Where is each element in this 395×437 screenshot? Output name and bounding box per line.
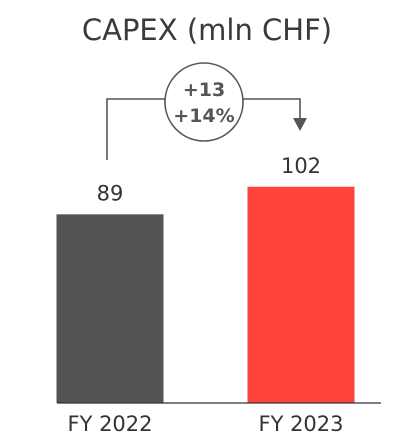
change-percent: +14% [173,105,234,127]
change-connector-right [243,98,301,118]
category-label: FY 2023 [258,412,343,436]
value-label: 102 [281,154,321,178]
value-label: 89 [97,181,124,205]
change-arrowhead-icon [293,118,307,131]
change-absolute: +13 [183,79,225,101]
change-badge [164,62,244,142]
category-label: FY 2022 [67,412,152,436]
bar-fy-2022 [56,214,164,403]
bar-fy-2023 [247,186,355,403]
chart-title: CAPEX (mln CHF) [82,13,332,47]
change-connector-left [106,98,165,160]
